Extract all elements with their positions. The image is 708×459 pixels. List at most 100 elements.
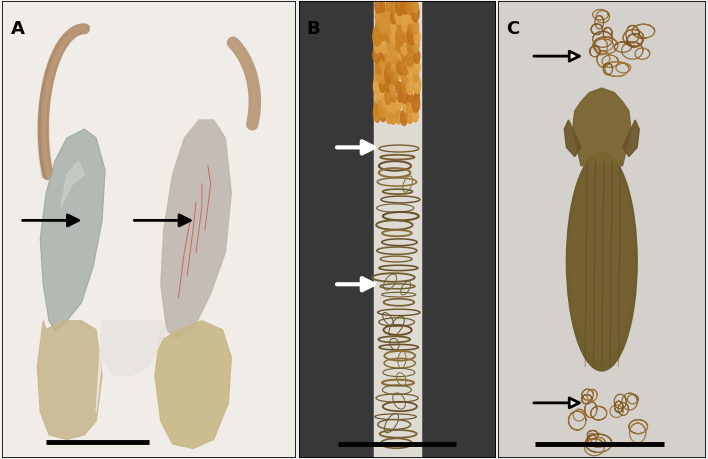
Circle shape: [411, 4, 419, 22]
Circle shape: [375, 20, 381, 32]
Circle shape: [387, 39, 392, 50]
Circle shape: [401, 110, 408, 125]
Circle shape: [380, 7, 386, 21]
Circle shape: [391, 19, 396, 33]
Circle shape: [396, 82, 401, 93]
Circle shape: [397, 47, 404, 60]
Circle shape: [379, 56, 385, 70]
Circle shape: [385, 27, 392, 43]
Circle shape: [406, 0, 414, 15]
Circle shape: [392, 36, 398, 50]
Circle shape: [412, 37, 419, 53]
Ellipse shape: [571, 157, 633, 357]
Circle shape: [413, 1, 418, 13]
Circle shape: [414, 30, 420, 44]
Polygon shape: [573, 88, 631, 166]
Circle shape: [379, 34, 388, 53]
Polygon shape: [374, 1, 385, 458]
Polygon shape: [155, 321, 232, 448]
Circle shape: [406, 77, 414, 95]
Circle shape: [391, 56, 398, 73]
Circle shape: [412, 20, 418, 34]
Circle shape: [398, 91, 402, 102]
Polygon shape: [299, 1, 496, 458]
Polygon shape: [96, 321, 166, 412]
Circle shape: [401, 76, 409, 94]
Polygon shape: [374, 1, 421, 458]
Circle shape: [396, 36, 404, 53]
Circle shape: [385, 106, 393, 123]
Circle shape: [373, 77, 381, 95]
Circle shape: [387, 101, 392, 112]
Circle shape: [375, 0, 382, 14]
Circle shape: [392, 91, 396, 102]
Text: B: B: [307, 20, 320, 38]
Circle shape: [408, 17, 415, 33]
Circle shape: [407, 66, 413, 80]
Circle shape: [384, 47, 391, 62]
Polygon shape: [161, 120, 232, 339]
Circle shape: [413, 59, 420, 75]
Circle shape: [396, 110, 402, 124]
Circle shape: [407, 35, 415, 54]
Circle shape: [373, 105, 381, 122]
Circle shape: [403, 99, 409, 112]
Circle shape: [373, 46, 380, 63]
Circle shape: [401, 57, 409, 76]
Circle shape: [401, 24, 409, 42]
Circle shape: [384, 64, 393, 84]
Circle shape: [414, 50, 420, 63]
Circle shape: [380, 47, 387, 61]
Circle shape: [379, 26, 386, 41]
Circle shape: [401, 0, 409, 14]
Circle shape: [374, 99, 381, 116]
Circle shape: [380, 0, 385, 12]
Circle shape: [374, 34, 382, 53]
Circle shape: [391, 10, 396, 24]
Circle shape: [385, 89, 392, 104]
Circle shape: [412, 95, 420, 112]
Circle shape: [379, 98, 387, 118]
Circle shape: [402, 6, 410, 25]
Circle shape: [385, 76, 392, 92]
Circle shape: [375, 59, 382, 74]
Circle shape: [412, 108, 418, 122]
Circle shape: [395, 6, 403, 24]
Circle shape: [407, 26, 416, 45]
Polygon shape: [409, 1, 421, 458]
Circle shape: [414, 90, 419, 101]
Circle shape: [406, 47, 414, 67]
Circle shape: [392, 68, 399, 85]
Polygon shape: [498, 1, 706, 458]
Circle shape: [401, 67, 409, 84]
Ellipse shape: [566, 152, 637, 371]
Circle shape: [401, 45, 408, 61]
Circle shape: [413, 76, 421, 94]
Circle shape: [375, 9, 382, 23]
Circle shape: [379, 78, 386, 92]
Polygon shape: [622, 120, 639, 157]
Polygon shape: [564, 120, 581, 157]
Circle shape: [407, 90, 412, 102]
Text: C: C: [506, 20, 519, 38]
Circle shape: [373, 27, 382, 46]
Circle shape: [379, 69, 386, 84]
Circle shape: [407, 57, 414, 73]
Circle shape: [375, 66, 382, 82]
Circle shape: [407, 109, 413, 123]
Text: A: A: [11, 20, 25, 38]
Circle shape: [396, 27, 404, 46]
Circle shape: [392, 0, 396, 12]
Circle shape: [396, 0, 404, 16]
Circle shape: [385, 8, 392, 24]
Polygon shape: [61, 161, 84, 207]
Circle shape: [413, 70, 418, 82]
Circle shape: [390, 27, 397, 43]
Circle shape: [407, 6, 414, 23]
Circle shape: [391, 45, 399, 63]
Circle shape: [402, 19, 408, 32]
Polygon shape: [38, 321, 102, 439]
Circle shape: [401, 85, 409, 103]
Circle shape: [397, 17, 403, 31]
Circle shape: [380, 86, 387, 102]
